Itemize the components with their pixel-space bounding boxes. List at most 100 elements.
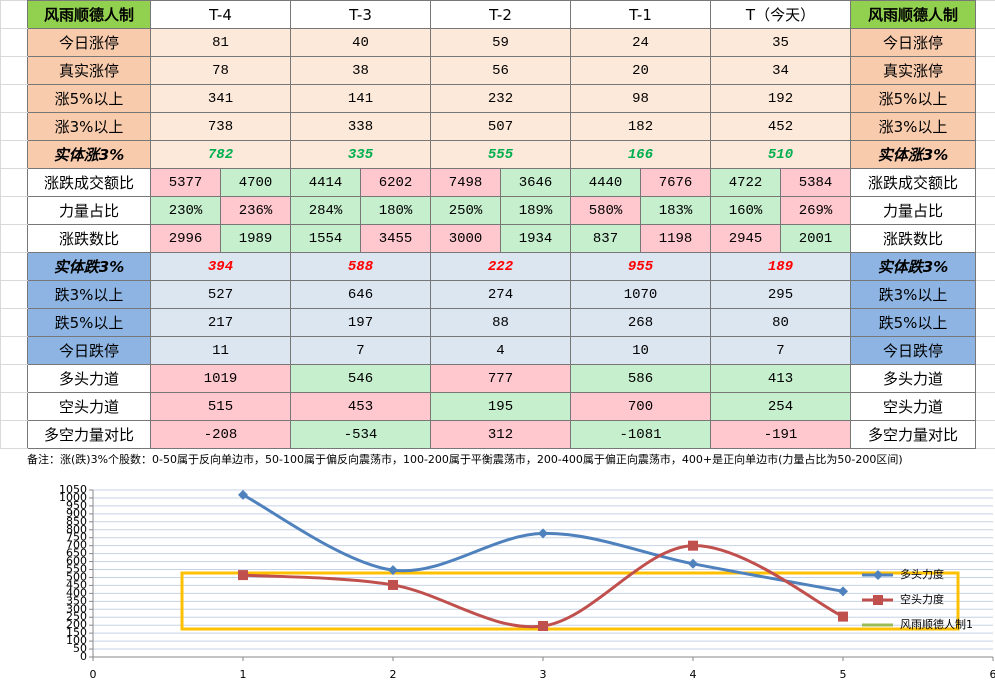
value-cell: 1989 [220, 224, 291, 253]
value-cell: 4700 [220, 168, 291, 197]
blank-cell [975, 392, 995, 421]
blank-cell [0, 224, 28, 253]
y-tick-label: 650 [66, 547, 87, 560]
y-tick-label: 800 [66, 523, 87, 536]
blank-cell [975, 84, 995, 113]
legend-marker [873, 595, 883, 605]
y-tick-label: 450 [66, 578, 87, 591]
value-cell: 11 [150, 336, 291, 365]
value-cell: 2001 [779, 224, 852, 253]
value-cell: 24 [570, 28, 711, 57]
legend-label: 多头力度 [900, 567, 944, 581]
marker [688, 558, 698, 569]
value-cell: 56 [430, 56, 571, 85]
y-tick-label: 250 [66, 610, 87, 623]
value-cell: 274 [430, 280, 571, 309]
value-cell: 20 [570, 56, 711, 85]
value-cell: 341 [150, 84, 291, 113]
blank-cell [0, 196, 28, 225]
header-cell: T-3 [290, 0, 431, 29]
value-cell: -208 [150, 420, 291, 449]
value-cell: 700 [570, 392, 711, 421]
value-cell: 192 [709, 84, 852, 113]
value-cell: 394 [150, 252, 291, 281]
y-tick-label: 700 [66, 539, 87, 552]
value-cell: 189% [500, 196, 571, 225]
value-cell: 197 [290, 308, 431, 337]
header-cell: T-1 [570, 0, 711, 29]
value-cell: 7676 [640, 168, 711, 197]
value-cell: -191 [709, 420, 852, 449]
blank-cell [0, 56, 28, 85]
value-cell: 588 [290, 252, 431, 281]
blank-cell [975, 140, 995, 169]
value-cell: 1019 [150, 364, 291, 393]
blank-cell [975, 308, 995, 337]
row-label: 力量占比 [850, 196, 977, 225]
x-tick-label: 1 [240, 668, 247, 681]
marker [688, 540, 698, 551]
marker [838, 586, 848, 597]
y-tick-label: 850 [66, 515, 87, 528]
value-cell: 1934 [500, 224, 571, 253]
value-cell: 6202 [360, 168, 431, 197]
value-cell: 189 [709, 252, 852, 281]
value-cell: 453 [290, 392, 431, 421]
blank-cell [975, 0, 995, 29]
blank-cell [975, 280, 995, 309]
value-cell: 81 [150, 28, 291, 57]
value-cell: 1198 [640, 224, 711, 253]
marker [238, 489, 248, 500]
marker [538, 528, 548, 539]
value-cell: 236% [220, 196, 291, 225]
blank-cell [975, 196, 995, 225]
value-cell: 452 [709, 112, 852, 141]
row-label: 多空力量对比 [850, 420, 977, 449]
row-label: 涨跌数比 [27, 224, 151, 253]
y-tick-label: 500 [66, 570, 87, 583]
blank-cell [0, 168, 28, 197]
series-line [242, 493, 844, 593]
row-label: 涨跌成交额比 [850, 168, 977, 197]
value-cell: 3000 [430, 224, 501, 253]
row-label: 多头力道 [850, 364, 977, 393]
row-label: 跌3%以上 [27, 280, 151, 309]
row-label: 多空力量对比 [27, 420, 151, 449]
blank-cell [0, 420, 28, 449]
value-cell: 34 [709, 56, 852, 85]
row-label: 今日涨停 [27, 28, 151, 57]
value-cell: 3455 [360, 224, 431, 253]
value-cell: 338 [290, 112, 431, 141]
x-tick-label: 6 [990, 668, 995, 681]
value-cell: 527 [150, 280, 291, 309]
value-cell: 10 [570, 336, 711, 365]
y-tick-label: 400 [66, 586, 87, 599]
row-label: 今日跌停 [27, 336, 151, 365]
legend-marker [873, 570, 883, 580]
value-cell: 510 [709, 140, 852, 169]
y-tick-label: 50 [73, 642, 87, 655]
x-tick-label: 0 [90, 668, 97, 681]
row-label: 力量占比 [27, 196, 151, 225]
row-label: 多头力道 [27, 364, 151, 393]
y-tick-label: 200 [66, 618, 87, 631]
blank-cell [0, 140, 28, 169]
row-label: 涨3%以上 [27, 112, 151, 141]
value-cell: 35 [709, 28, 852, 57]
x-tick-label: 5 [840, 668, 847, 681]
value-cell: 777 [430, 364, 571, 393]
value-cell: 5377 [150, 168, 221, 197]
y-tick-label: 350 [66, 594, 87, 607]
row-label: 今日跌停 [850, 336, 977, 365]
blank-cell [975, 112, 995, 141]
value-cell: 507 [430, 112, 571, 141]
legend-label: 风雨顺德人制1 [900, 617, 973, 631]
value-cell: 7 [709, 336, 852, 365]
value-cell: 284% [290, 196, 361, 225]
value-cell: 738 [150, 112, 291, 141]
blank-cell [0, 336, 28, 365]
blank-cell [975, 224, 995, 253]
blank-cell [975, 336, 995, 365]
blank-cell [0, 252, 28, 281]
blank-cell [0, 0, 28, 29]
